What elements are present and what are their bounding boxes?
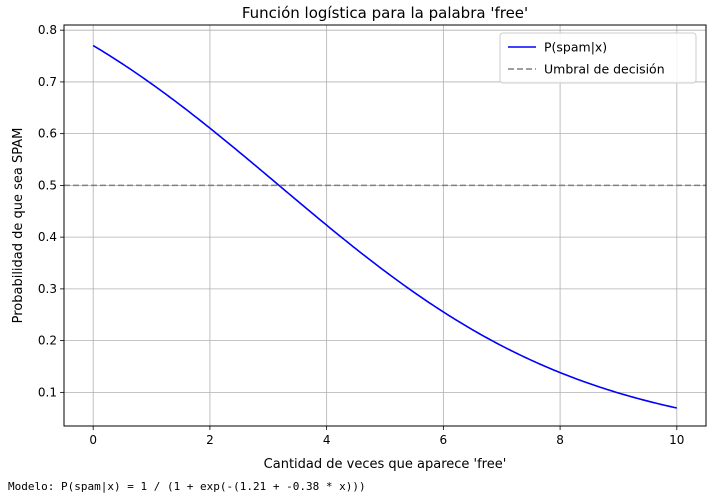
plot-frame xyxy=(63,24,707,427)
y-tick-label: 0.7 xyxy=(38,75,57,89)
x-tick-label: 10 xyxy=(669,433,684,447)
legend-label: Umbral de decisión xyxy=(544,62,665,77)
logistic-chart: Función logística para la palabra 'free'… xyxy=(11,4,707,472)
grid xyxy=(64,25,706,426)
y-axis-label: Probabilidad de que sea SPAM xyxy=(11,128,26,324)
x-tick-label: 2 xyxy=(206,433,214,447)
x-tick-label: 6 xyxy=(440,433,448,447)
chart-title: Función logística para la palabra 'free' xyxy=(242,4,528,22)
y-tick-label: 0.5 xyxy=(38,178,57,192)
y-tick-label: 0.8 xyxy=(38,23,57,37)
x-tick-label: 4 xyxy=(323,433,331,447)
legend-box xyxy=(499,32,697,84)
ticks: 0 2 4 6 8 10 0.1 0.2 0.3 0.4 0.5 0.6 0.7 0.8 xyxy=(38,23,685,447)
y-tick-label: 0.3 xyxy=(38,282,57,296)
y-tick-label: 0.6 xyxy=(38,127,57,141)
y-tick-label: 0.1 xyxy=(38,385,57,399)
legend-label: P(spam|x) xyxy=(544,40,607,55)
x-tick-label: 0 xyxy=(89,433,97,447)
x-axis-label: Cantidad de veces que aparece 'free' xyxy=(264,457,507,472)
series-layer xyxy=(64,44,706,409)
x-tick-label: 8 xyxy=(556,433,564,447)
y-tick-label: 0.4 xyxy=(38,230,57,244)
model-formula-text: Modelo: P(spam|x) = 1 / (1 + exp(-(1.21 … xyxy=(8,480,366,493)
y-tick-label: 0.2 xyxy=(38,334,57,348)
probability-curve xyxy=(92,44,677,409)
legend: P(spam|x) Umbral de decisión xyxy=(499,32,697,84)
